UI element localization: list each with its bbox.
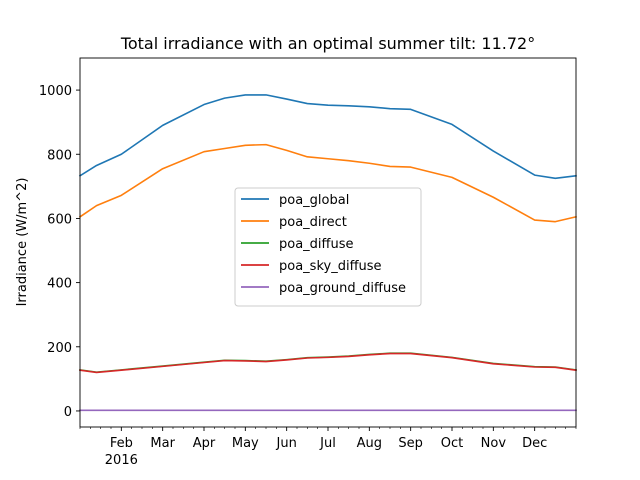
y-tick-label: 400 bbox=[47, 277, 72, 292]
series-line-poa_direct bbox=[78, 143, 577, 223]
x-tick-label: May bbox=[232, 436, 259, 451]
legend-label-poa_diffuse: poa_diffuse bbox=[279, 237, 354, 252]
y-tick-label: 1000 bbox=[39, 84, 72, 99]
legend-label-poa_global: poa_global bbox=[279, 193, 349, 208]
legend-label-poa_sky_diffuse: poa_sky_diffuse bbox=[279, 259, 382, 274]
x-tick-label: Apr bbox=[193, 436, 216, 451]
legend: poa_global poa_direct poa_diffuse poa_sky_d… bbox=[234, 187, 422, 307]
y-tick-label: 600 bbox=[47, 212, 72, 227]
chart-title: Total irradiance with an optimal summer … bbox=[120, 34, 535, 53]
series-layer bbox=[78, 94, 577, 412]
legend-label-poa_ground_diffuse: poa_ground_diffuse bbox=[279, 281, 406, 296]
x-tick-label: Jun bbox=[276, 436, 297, 451]
x-tick-label: Dec bbox=[522, 436, 547, 451]
y-tick-label: 200 bbox=[47, 341, 72, 356]
series-line-poa_global bbox=[78, 94, 577, 180]
y-axis-label: Irradiance (W/m^2) bbox=[15, 178, 30, 307]
x-tick-label: Oct bbox=[441, 436, 463, 451]
x-tick-label: Feb bbox=[110, 436, 133, 451]
x-tick-label: Sep bbox=[398, 436, 423, 451]
series-line-poa_sky_diffuse bbox=[79, 352, 577, 374]
y-tick-label: 800 bbox=[47, 148, 72, 163]
x-year-label: 2016 bbox=[105, 453, 138, 468]
legend-box bbox=[234, 187, 422, 307]
axes-layer: 0 200 400 600 800 1000 Feb Mar Apr May Jun Jul Aug Se… bbox=[39, 57, 577, 468]
series-line-poa_diffuse bbox=[79, 352, 577, 373]
legend-label-poa_direct: poa_direct bbox=[279, 215, 347, 230]
x-tick-label: Aug bbox=[357, 436, 382, 451]
x-tick-label: Mar bbox=[150, 436, 175, 451]
x-tick-label: Nov bbox=[481, 436, 507, 451]
y-tick-label: 0 bbox=[64, 405, 72, 420]
x-tick-label: Jul bbox=[319, 436, 336, 451]
